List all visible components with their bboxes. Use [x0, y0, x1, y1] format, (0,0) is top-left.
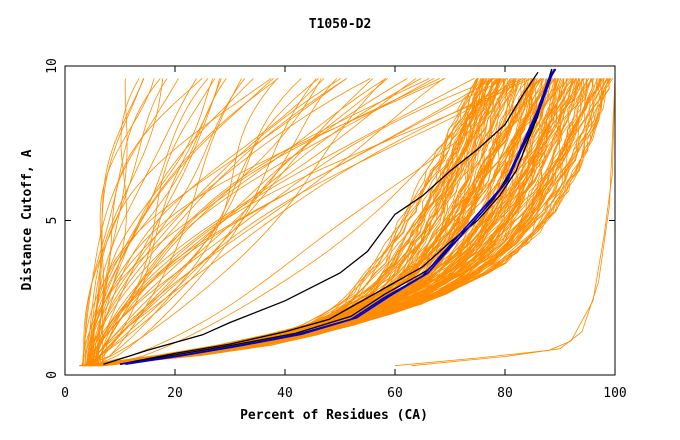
- model-curve: [94, 78, 477, 367]
- model-curve: [394, 78, 616, 367]
- model-curve: [95, 78, 479, 367]
- highlight-curve-black-0: [103, 71, 539, 365]
- model-curve: [100, 78, 599, 367]
- model-curve: [92, 78, 341, 366]
- model-curve: [84, 78, 161, 366]
- chart-title: T1050-D2: [309, 17, 372, 32]
- model-curve: [87, 78, 524, 366]
- model-curve: [86, 78, 164, 366]
- model-curves: [79, 78, 616, 367]
- model-curve: [81, 78, 246, 366]
- y-tick-label: 0: [45, 371, 60, 379]
- highlight-curve-black-1: [119, 68, 553, 365]
- highlighted-curves: [103, 68, 557, 365]
- y-tick-label: 10: [45, 58, 60, 74]
- axis-ticks: 0 20 40 60 80 100 0 5 10: [45, 58, 627, 401]
- model-curve: [100, 78, 479, 367]
- model-curve: [87, 78, 221, 367]
- x-axis-label: Percent of Residues (CA): [240, 408, 428, 423]
- model-curve: [82, 78, 552, 367]
- model-curve: [86, 78, 302, 367]
- x-tick-label: 40: [277, 386, 293, 401]
- model-curve: [93, 78, 317, 367]
- x-tick-label: 80: [497, 386, 513, 401]
- model-curve: [82, 78, 388, 367]
- model-curve: [97, 78, 140, 366]
- model-curve: [85, 78, 500, 367]
- model-curve: [102, 78, 507, 367]
- model-curve: [86, 78, 519, 367]
- model-curve: [93, 78, 527, 366]
- model-curve: [90, 78, 595, 367]
- model-curve: [91, 78, 495, 366]
- model-curve: [86, 78, 337, 366]
- model-curve: [102, 78, 478, 367]
- model-curve: [82, 78, 179, 366]
- model-curve: [94, 78, 440, 366]
- model-curve: [85, 78, 422, 366]
- model-curve: [89, 78, 584, 367]
- y-axis-label: Distance Cutoff, A: [20, 149, 35, 290]
- x-tick-label: 0: [61, 386, 69, 401]
- model-curve: [82, 78, 227, 366]
- model-curve: [88, 78, 319, 367]
- y-tick-label: 5: [45, 217, 60, 225]
- model-curve: [102, 78, 214, 366]
- model-curve: [83, 78, 216, 367]
- model-curve: [411, 78, 616, 367]
- model-curve: [99, 78, 535, 367]
- model-curve: [103, 78, 515, 367]
- model-curve: [87, 78, 444, 366]
- model-curve: [92, 78, 501, 367]
- model-curve: [89, 78, 144, 366]
- model-curve: [92, 78, 490, 367]
- x-tick-label: 100: [603, 386, 626, 401]
- model-curve: [86, 78, 435, 366]
- x-tick-label: 20: [167, 386, 183, 401]
- model-curve: [94, 78, 417, 366]
- model-curve: [89, 78, 493, 367]
- model-curve: [102, 78, 430, 366]
- x-tick-label: 60: [387, 386, 403, 401]
- model-curve: [86, 78, 521, 367]
- model-curve: [79, 78, 588, 367]
- model-curve: [89, 78, 517, 367]
- model-curve: [89, 78, 498, 367]
- highlight-curve-blue-4: [125, 68, 557, 365]
- model-curve: [86, 78, 484, 367]
- model-curve: [99, 78, 560, 367]
- model-curve: [85, 78, 279, 366]
- model-curve: [94, 78, 325, 366]
- model-curve: [83, 78, 168, 366]
- model-curve: [88, 78, 272, 366]
